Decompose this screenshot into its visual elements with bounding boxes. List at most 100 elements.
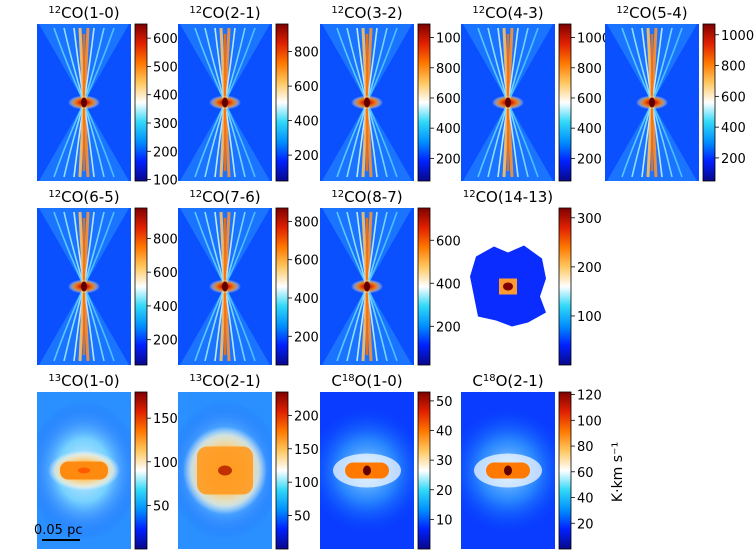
colorbar-tick-label: 600 (294, 254, 319, 269)
colorbar-tick-label: 800 (153, 232, 178, 247)
intensity-map (461, 392, 555, 549)
colorbar-tick-label: 200 (577, 261, 602, 276)
colorbar-tick-label: 600 (153, 266, 178, 281)
colorbar-tick-label: 100 (577, 414, 602, 429)
colorbar-tick-label: 200 (577, 152, 602, 167)
colorbar-tick-label: 400 (294, 292, 319, 307)
colorbar-tick-label: 1000 (721, 29, 754, 44)
colorbar-tick-label: 200 (436, 152, 461, 167)
colorbar-tick-label: 200 (294, 149, 319, 164)
scale-bar-label: 0.05 pc (34, 523, 82, 538)
colorbar: 10 20 30 40 50 (417, 391, 453, 550)
colorbar-tick-label: 40 (436, 425, 453, 440)
panel-title: 12CO(6-5) (48, 188, 119, 206)
colorbar-unit-label: K·km s⁻¹ (610, 442, 626, 502)
intensity-map (178, 24, 272, 181)
colorbar-tick-label: 100 (153, 456, 178, 471)
colorbar-tick-label: 400 (577, 122, 602, 137)
panel-12co-1-0: 12CO(1-0) 100 200 300 400 500 600 (37, 4, 178, 189)
colorbar-tick-label: 500 (153, 60, 178, 75)
panel-13co-1-0: 13CO(1-0) 50 100 150 (37, 372, 178, 550)
panels-group: 12CO(1-0) 100 200 300 400 500 600 12CO(2-1) 200 4… (37, 4, 754, 550)
colorbar-tick-label: 200 (294, 330, 319, 345)
colorbar-tick-label: 400 (153, 300, 178, 315)
panel-title: C18O(1-0) (331, 372, 402, 390)
panel-title: 12CO(2-1) (189, 4, 260, 22)
panel-title: 12CO(3-2) (331, 4, 402, 22)
colorbar-tick-label: 60 (577, 466, 594, 481)
colorbar: 200 400 600 800 1000 (702, 23, 754, 182)
intensity-map (320, 24, 414, 181)
colorbar-tick-label: 150 (153, 412, 178, 427)
intensity-map (37, 24, 131, 181)
panel-title: C18O(2-1) (472, 372, 543, 390)
colorbar-tick-label: 20 (436, 484, 453, 499)
colorbar-tick-label: 200 (436, 320, 461, 335)
colorbar-tick-label: 800 (294, 46, 319, 61)
colorbar-tick-label: 20 (577, 517, 594, 532)
colorbar-tick-label: 400 (436, 277, 461, 292)
panel-c18o-1-0: C18O(1-0) 10 20 30 40 50 (320, 372, 453, 550)
panel-title: 12CO(8-7) (331, 188, 402, 206)
colorbar-tick-label: 120 (577, 389, 602, 404)
colorbar-tick-label: 200 (153, 145, 178, 160)
colorbar-tick-label: 100 (294, 476, 319, 491)
colorbar: 20 40 60 80 100 120 (558, 389, 602, 550)
colorbar: 200 400 600 800 1000 (558, 23, 610, 182)
colorbar-tick-label: 800 (577, 62, 602, 77)
intensity-map (605, 24, 699, 181)
colorbar: 100 200 300 400 500 600 (134, 23, 178, 189)
panel-12co-8-7: 12CO(8-7) 200 400 600 (320, 188, 461, 366)
colorbar-tick-label: 300 (153, 117, 178, 132)
intensity-map (37, 208, 131, 365)
colorbar-tick-label: 1000 (436, 32, 469, 47)
panel-title: 12CO(4-3) (472, 4, 543, 22)
panel-12co-5-4: 12CO(5-4) 200 400 600 800 1000 (605, 4, 754, 182)
panel-title: 12CO(7-6) (189, 188, 260, 206)
panel-title: 12CO(1-0) (48, 4, 119, 22)
colorbar: 200 400 600 800 (275, 23, 319, 182)
colorbar: 200 400 600 800 (134, 207, 178, 366)
colorbar-tick-label: 800 (294, 215, 319, 230)
colorbar-tick-label: 50 (294, 510, 311, 525)
intensity-map (461, 24, 555, 181)
panel-12co-2-1: 12CO(2-1) 200 400 600 800 (178, 4, 319, 182)
colorbar-tick-label: 100 (577, 310, 602, 325)
panel-12co-7-6: 12CO(7-6) 200 400 600 800 (178, 188, 319, 366)
colorbar: 200 400 600 (417, 207, 461, 366)
panel-title: 12CO(5-4) (616, 4, 687, 22)
colorbar-tick-label: 1000 (577, 32, 610, 47)
colorbar-tick-label: 600 (577, 92, 602, 107)
panel-title: 12CO(14-13) (463, 188, 553, 206)
colorbar-tick-label: 150 (294, 443, 319, 458)
colorbar-tick-label: 600 (153, 32, 178, 47)
intensity-map (320, 208, 414, 365)
colorbar-tick-label: 600 (721, 90, 746, 105)
scale-bar: 0.05 pc (34, 523, 82, 541)
panel-12co-4-3: 12CO(4-3) 200 400 600 800 1000 (461, 4, 610, 182)
colorbar: 50 100 150 (134, 391, 178, 550)
panel-title: 13CO(1-0) (48, 372, 119, 390)
colorbar-tick-label: 80 (577, 440, 594, 455)
intensity-map (178, 208, 272, 365)
panel-12co-6-5: 12CO(6-5) 200 400 600 800 (37, 188, 178, 366)
panel-12co-14-13: 12CO(14-13) 100 200 300 (461, 188, 602, 366)
colorbar-tick-label: 600 (436, 92, 461, 107)
intensity-map (320, 392, 414, 549)
colorbar-tick-label: 400 (436, 122, 461, 137)
panel-c18o-2-1: C18O(2-1) 20 40 60 80 100 120 (461, 372, 602, 550)
colorbar-tick-label: 400 (153, 89, 178, 104)
panel-13co-2-1: 13CO(2-1) 50 100 150 200 (178, 372, 319, 550)
colorbar-tick-label: 200 (153, 334, 178, 349)
colorbar-tick-label: 10 (436, 513, 453, 528)
colorbar-tick-label: 800 (436, 62, 461, 77)
colorbar-tick-label: 50 (436, 395, 453, 410)
colorbar-tick-label: 400 (721, 121, 746, 136)
colorbar: 200 400 600 800 (275, 207, 319, 366)
panel-12co-3-2: 12CO(3-2) 200 400 600 800 1000 (320, 4, 469, 182)
intensity-map (37, 392, 131, 549)
intensity-map (461, 208, 555, 365)
colorbar: 200 400 600 800 1000 (417, 23, 469, 182)
panel-title: 13CO(2-1) (189, 372, 260, 390)
